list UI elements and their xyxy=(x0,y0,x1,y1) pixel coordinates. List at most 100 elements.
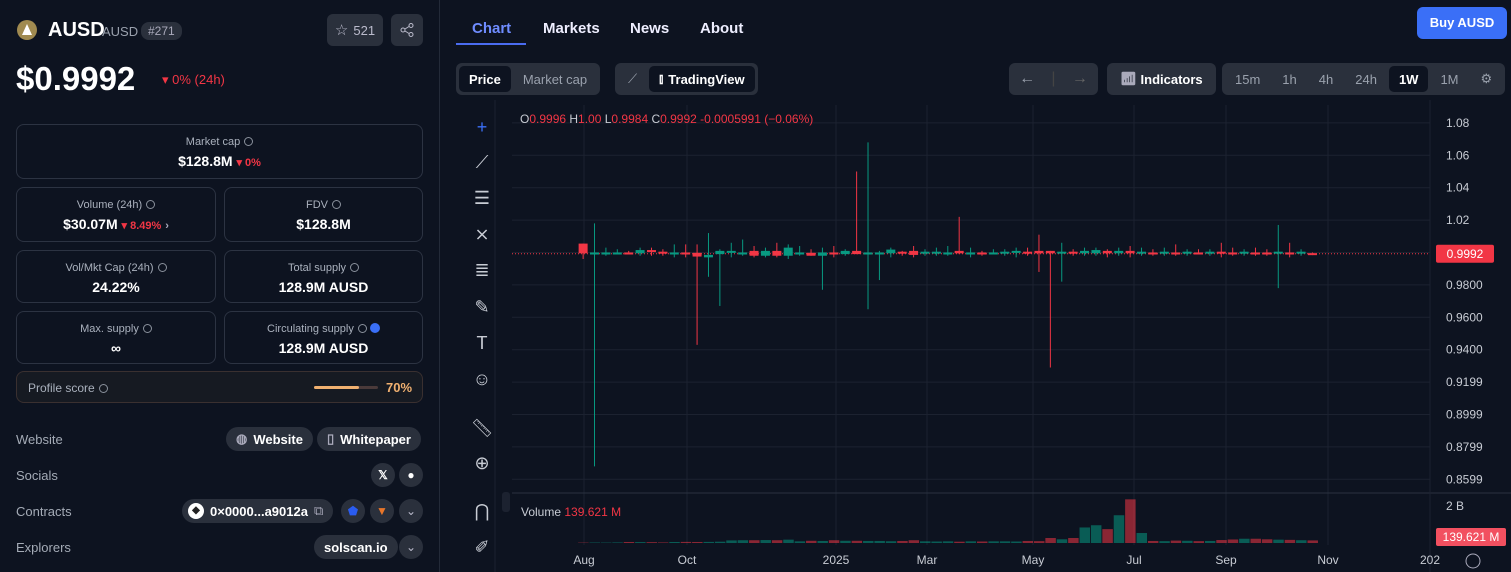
candle-body xyxy=(1068,251,1078,254)
interval-15m[interactable]: 15m xyxy=(1235,71,1261,87)
candlestick-icon: ⫾ xyxy=(659,71,664,86)
candle-body xyxy=(874,252,884,255)
contract-address[interactable]: ◆ 0×0000...a9012a ⧉ xyxy=(182,499,334,523)
info-icon[interactable] xyxy=(350,263,360,272)
undo-arrow-icon[interactable]: ← xyxy=(1019,70,1036,87)
interval-1W[interactable]: 1W xyxy=(1388,66,1429,92)
volume-bar xyxy=(931,541,942,543)
candle-body xyxy=(1285,252,1295,255)
candle-body xyxy=(578,243,588,254)
price-chart[interactable]: 1.08 1.06 1.04 1.02 0.9800 0.9600 0.9400 0.9199… xyxy=(440,0,1511,572)
profile-score[interactable]: Profile score 70% xyxy=(16,371,423,403)
whitepaper-button[interactable]: ▯ Whitepaper xyxy=(317,427,421,451)
tab-about[interactable]: About xyxy=(700,20,744,37)
buy-button[interactable]: Buy AUSD xyxy=(1417,7,1507,39)
info-icon[interactable] xyxy=(142,324,152,333)
y-tick-label: 1.08 xyxy=(1446,116,1470,130)
share-button[interactable] xyxy=(391,14,423,46)
chevron-down-icon[interactable]: ⌄ xyxy=(399,535,423,559)
zoom-in-icon[interactable]: ⊕ xyxy=(474,453,490,473)
price-mode-toggle: Price Market cap xyxy=(456,63,601,95)
coin-logo xyxy=(17,20,37,40)
crosshair-icon[interactable]: + xyxy=(476,117,488,137)
x-tick-label: Oct xyxy=(678,553,697,567)
candle-body xyxy=(954,250,964,254)
explorer-button[interactable]: solscan.io xyxy=(314,535,398,559)
magnet-icon[interactable]: ⋂ xyxy=(474,501,490,521)
trendline-icon[interactable]: ⟋ xyxy=(475,152,489,172)
horizontal-lines-icon[interactable]: ☰ xyxy=(473,188,491,208)
candle-body xyxy=(1148,252,1158,255)
collapse-toolbar-handle[interactable] xyxy=(502,492,510,512)
chart-type-toggle: ⟋ ⫾ TradingView xyxy=(615,63,758,95)
x-twitter-icon[interactable]: 𝕏 xyxy=(371,463,395,487)
info-icon[interactable] xyxy=(332,200,341,209)
info-icon[interactable] xyxy=(357,324,367,333)
copy-icon[interactable]: ⧉ xyxy=(313,503,324,518)
pattern-icon[interactable]: ⨯ xyxy=(474,224,490,244)
fib-icon[interactable]: ≣ xyxy=(474,260,490,280)
price-toggle[interactable]: Price xyxy=(459,66,511,92)
max-supply-value: ∞ xyxy=(111,340,121,356)
candle-body xyxy=(1159,251,1169,254)
volume-card[interactable]: Volume (24h) $30.07M ▾ 8.49% › xyxy=(16,187,216,242)
ruler-icon[interactable]: 📏︎ xyxy=(470,418,494,438)
candle-body xyxy=(1114,250,1124,254)
text-icon[interactable]: T xyxy=(476,333,488,353)
document-icon: ▯ xyxy=(327,431,335,446)
globe-icon: ◍ xyxy=(236,431,248,446)
candle-body xyxy=(601,252,611,255)
volume-bar xyxy=(714,541,726,543)
candle-body xyxy=(988,252,998,255)
chevron-right-icon: › xyxy=(165,220,169,232)
brush-icon[interactable]: ✎ xyxy=(474,297,490,317)
x-tick-label: Sep xyxy=(1215,553,1237,567)
volume-bar xyxy=(612,542,623,543)
metamask-icon[interactable]: ▼ xyxy=(370,499,394,523)
volume-bar xyxy=(737,540,749,543)
tab-chart[interactable]: Chart xyxy=(472,20,512,37)
candle-body xyxy=(1194,252,1203,255)
market-cap-toggle[interactable]: Market cap xyxy=(522,71,588,87)
total-supply-label: Total supply xyxy=(287,262,347,274)
candle-body xyxy=(1023,251,1033,254)
contracts-label: Contracts xyxy=(16,504,72,519)
website-button[interactable]: ◍ Website xyxy=(226,427,313,451)
lock-drawing-icon[interactable]: ✐ xyxy=(474,537,490,557)
emoji-icon[interactable]: ☺ xyxy=(472,369,492,389)
info-icon[interactable] xyxy=(146,200,156,209)
info-icon[interactable] xyxy=(157,263,167,272)
price-change: ▾ 0% (24h) xyxy=(162,72,225,87)
interval-4h[interactable]: 4h xyxy=(1318,71,1334,87)
tab-news[interactable]: News xyxy=(630,20,670,37)
chevron-down-icon[interactable]: ⌄ xyxy=(399,499,423,523)
candle-body xyxy=(692,252,702,257)
volume-bar xyxy=(1261,539,1273,543)
candle-body xyxy=(669,252,679,255)
info-icon[interactable] xyxy=(244,137,254,146)
volume-bar xyxy=(1147,540,1159,543)
tab-markets[interactable]: Markets xyxy=(543,20,600,37)
circulating-supply-card: Circulating supply 128.9M AUSD xyxy=(224,311,423,364)
line-chart-icon[interactable]: ⟋ xyxy=(628,71,638,86)
indicators-button[interactable]: 📶︎ Indicators xyxy=(1107,63,1216,95)
circulating-supply-label: Circulating supply xyxy=(267,323,354,335)
tradingview-toggle[interactable]: ⫾ TradingView xyxy=(649,66,755,92)
shield-icon[interactable]: ⬟ xyxy=(341,499,365,523)
watchlist-button[interactable]: ☆ 521 xyxy=(327,14,383,46)
redo-arrow-icon[interactable]: → xyxy=(1071,70,1088,87)
candle-body xyxy=(1057,251,1067,254)
interval-24h[interactable]: 24h xyxy=(1355,71,1377,87)
volume-bar xyxy=(919,541,931,543)
y-tick-label: 0.9800 xyxy=(1446,278,1483,292)
share-icon xyxy=(400,23,414,37)
candle-body xyxy=(1034,250,1044,254)
interval-1h[interactable]: 1h xyxy=(1282,71,1297,87)
interval-1M[interactable]: 1M xyxy=(1440,71,1459,87)
settings-gear-icon[interactable] xyxy=(1465,553,1481,569)
github-icon[interactable]: ● xyxy=(399,463,423,487)
volume-bar xyxy=(828,540,840,543)
chart-settings-icon[interactable]: ⚙ xyxy=(1480,71,1493,86)
volume-bar xyxy=(1284,539,1296,543)
y-tick-label: 0.9400 xyxy=(1446,343,1483,357)
